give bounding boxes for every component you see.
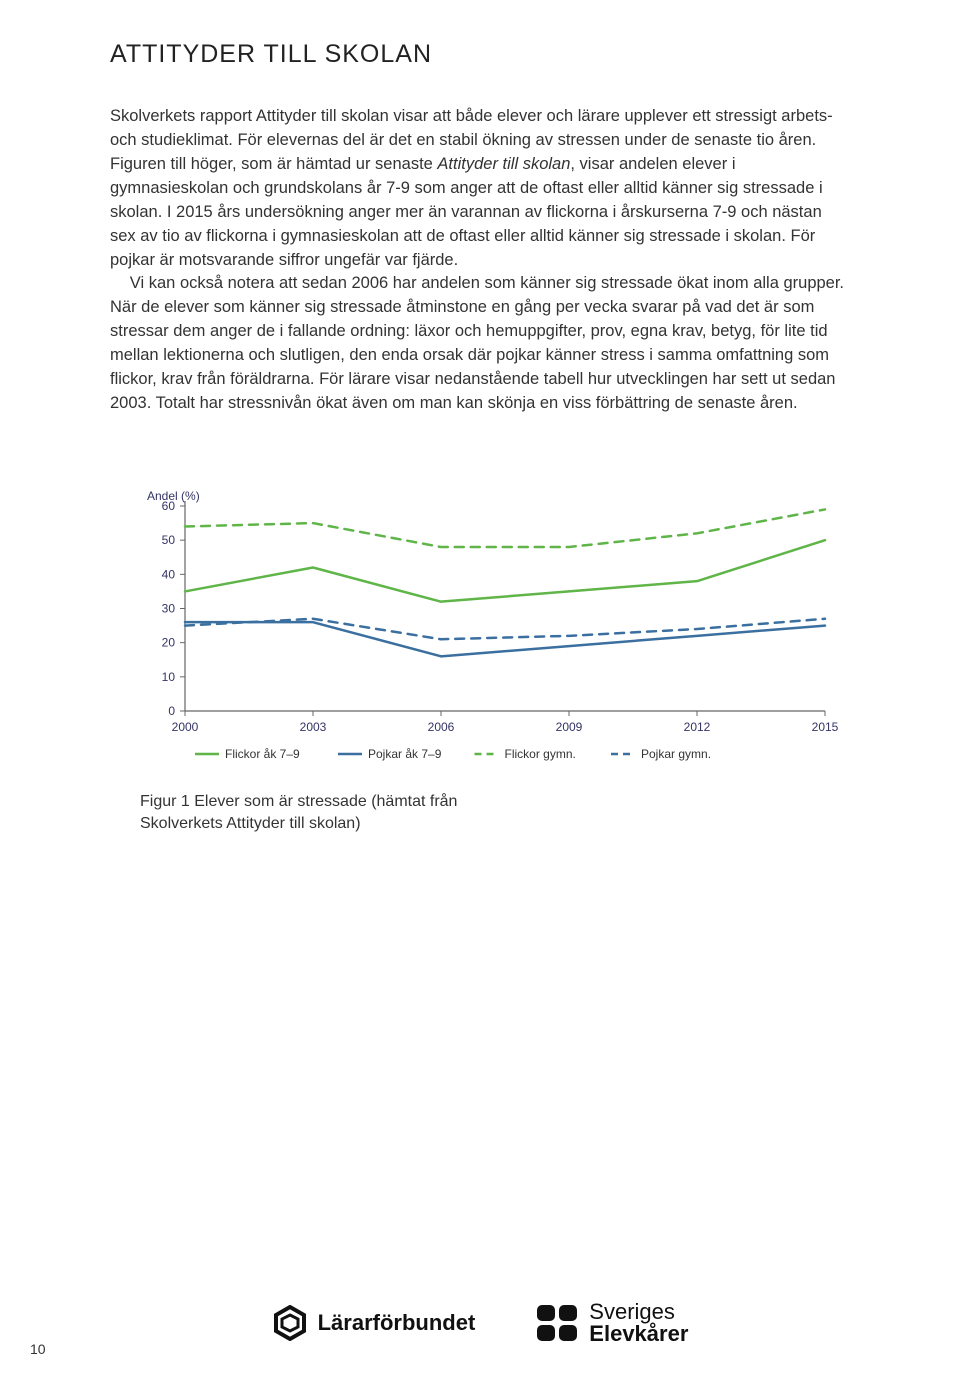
svg-text:0: 0 (168, 704, 175, 718)
paragraph-2: Vi kan också notera att sedan 2006 har a… (110, 272, 850, 416)
footer-logos: Lärarförbundet Sveriges Elevkårer (0, 1301, 960, 1345)
svg-text:2012: 2012 (684, 720, 711, 734)
chart-container: Andel (%)0102030405060200020032006200920… (140, 486, 840, 836)
hexagon-icon (272, 1305, 308, 1341)
svg-text:60: 60 (162, 499, 176, 513)
line-chart: Andel (%)0102030405060200020032006200920… (140, 486, 840, 766)
page-number: 10 (30, 1341, 46, 1357)
svg-text:2015: 2015 (812, 720, 839, 734)
logo-sveriges-elevkarer: Sveriges Elevkårer (535, 1301, 688, 1345)
p1-italic: Attityder till skolan (437, 155, 570, 173)
svg-text:Pojkar gymn.: Pojkar gymn. (641, 747, 711, 761)
svg-text:Flickor åk 7–9: Flickor åk 7–9 (225, 747, 300, 761)
svg-text:2006: 2006 (428, 720, 455, 734)
svg-text:40: 40 (162, 567, 176, 581)
svg-text:20: 20 (162, 636, 176, 650)
svg-text:2000: 2000 (172, 720, 199, 734)
logo-se-text: Sveriges Elevkårer (589, 1301, 688, 1345)
svg-text:10: 10 (162, 670, 176, 684)
svg-text:Flickor gymn.: Flickor gymn. (505, 747, 576, 761)
svg-text:Pojkar åk 7–9: Pojkar åk 7–9 (368, 747, 442, 761)
figure-caption: Figur 1 Elever som är stressade (hämtat … (140, 791, 840, 836)
caption-l1: Figur 1 Elever som är stressade (hämtat … (140, 793, 457, 810)
caption-l2: Skolverkets Attityder till skolan) (140, 815, 361, 832)
logo-se-l1: Sveriges (589, 1301, 688, 1323)
logo-lf-text: Lärarförbundet (318, 1310, 476, 1336)
svg-text:30: 30 (162, 601, 176, 615)
paragraph-1: Skolverkets rapport Attityder till skola… (110, 105, 850, 272)
squares-icon (535, 1303, 579, 1343)
page-title: ATTITYDER TILL SKOLAN (110, 40, 850, 69)
body-text: Skolverkets rapport Attityder till skola… (110, 105, 850, 416)
svg-text:2009: 2009 (556, 720, 583, 734)
logo-se-l2: Elevkårer (589, 1323, 688, 1345)
svg-text:2003: 2003 (300, 720, 327, 734)
svg-text:50: 50 (162, 533, 176, 547)
logo-lararforbundet: Lärarförbundet (272, 1305, 476, 1341)
